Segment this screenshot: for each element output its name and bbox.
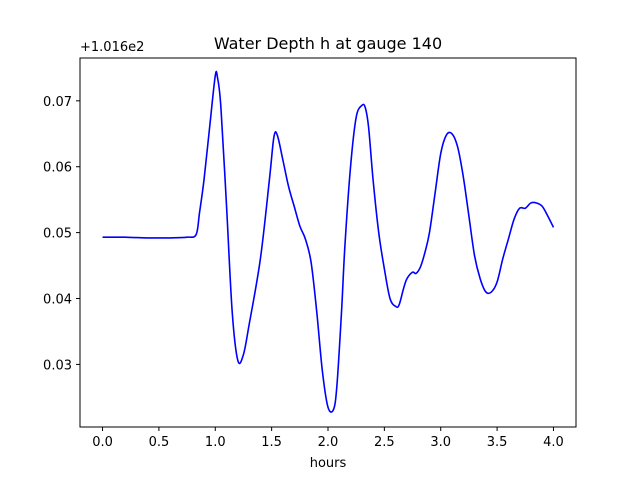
x-tick-label: 2.5 <box>374 435 395 450</box>
x-tick-label: 1.0 <box>205 435 226 450</box>
y-tick-label: 0.04 <box>43 293 72 308</box>
plot-area <box>80 58 576 427</box>
y-tick-label: 0.07 <box>43 95 72 110</box>
y-tick-label: 0.06 <box>43 161 72 176</box>
x-tick-label: 3.5 <box>487 435 508 450</box>
series-line <box>102 70 555 413</box>
y-offset-label: +1.016e2 <box>80 40 144 55</box>
x-tick-label: 4.0 <box>543 435 564 450</box>
plot-frame <box>79 57 577 428</box>
y-tick-label: 0.05 <box>43 227 72 242</box>
x-tick-label: 2.0 <box>318 435 339 450</box>
y-tick-label: 0.03 <box>43 358 72 373</box>
x-tick-label: 3.0 <box>430 435 451 450</box>
x-tick-label: 1.5 <box>261 435 282 450</box>
x-tick-label: 0.5 <box>149 435 170 450</box>
x-axis: 0.0 0.5 1.0 1.5 2.0 2.5 3.0 3.5 4.0 <box>92 427 564 450</box>
y-axis: 0.03 0.04 0.05 0.06 0.07 <box>43 95 80 373</box>
x-axis-label: hours <box>310 456 347 471</box>
series-layer <box>102 70 555 413</box>
chart-title: Water Depth h at gauge 140 <box>214 34 442 53</box>
x-tick-label: 0.0 <box>92 435 113 450</box>
